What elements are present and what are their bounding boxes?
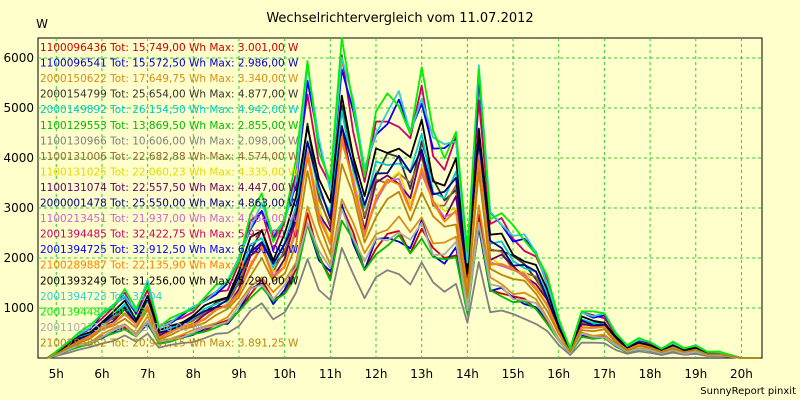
plot-area (37, 37, 763, 359)
x-tick-label: 20h (730, 367, 753, 381)
x-tick-label: 15h (502, 367, 525, 381)
legend-entry: 2000001478 Tot: 25.550,00 Wh Max: 4.863,… (40, 198, 299, 210)
x-axis: 5h 6h 7h 8h 9h 10h 11h 12h 13h 14h 15h 16h 17h 18h 19h… (49, 367, 753, 381)
y-tick-label: 2000 (3, 251, 34, 265)
x-tick-label: 13h (410, 367, 433, 381)
series-line (46, 94, 760, 359)
chart-title: Wechselrichtervergleich vom 11.07.2012 (266, 11, 533, 26)
x-tick-label: 14h (456, 367, 479, 381)
series-line (46, 246, 760, 359)
legend-entry: 1100130966 Tot: 10.606,00 Wh Max: 2.098,… (40, 135, 299, 147)
x-tick-label: 7h (140, 367, 155, 381)
legend-entry: 2001102358 Tot: 1 3.086,00 W (40, 322, 203, 334)
series-line (46, 163, 760, 359)
legend-entry: 2001394723 Tot: 33.04 (40, 291, 163, 303)
legend-entry: 2001394485 Tot: 32.422,75 Wh Max: 5.927,… (40, 229, 299, 241)
legend-entry: 2001393249 Tot: 31.256,00 Wh Max: 5.290,… (40, 275, 299, 287)
x-tick-label: 19h (684, 367, 707, 381)
x-tick-label: 8h (186, 367, 201, 381)
y-axis-unit: W (36, 17, 48, 31)
series-line (46, 37, 760, 359)
credit-text: SunnyReport pinxit (700, 386, 796, 397)
x-tick-label: 6h (94, 367, 109, 381)
legend-entry: 1100213451 Tot: 21.937,00 Wh Max: 4.264,… (40, 213, 299, 225)
x-tick-label: 9h (231, 367, 246, 381)
legend-entry: 2000154799 Tot: 25.654,00 Wh Max: 4.877,… (40, 89, 299, 101)
legend-entry: 1100131006 Tot: 22.682,88 Wh Max: 4.574,… (40, 151, 299, 163)
legend-entry: 1100129553 Tot: 13.869,50 Wh Max: 2.855,… (40, 120, 299, 132)
y-tick-label: 3000 (3, 201, 34, 215)
x-tick-label: 10h (273, 367, 296, 381)
legend-entry: 1100131074 Tot: 22.557,50 Wh Max: 4.447,… (40, 182, 299, 194)
y-tick-label: 6000 (3, 51, 34, 65)
y-tick-label: 4000 (3, 151, 34, 165)
x-tick-label: 11h (319, 367, 342, 381)
y-tick-label: 1000 (3, 301, 34, 315)
legend-entry: 1100096541 Tot: 15.572,50 Wh Max: 2.986,… (40, 58, 299, 70)
legend-entry: 2001394487 Tot: 33. (40, 306, 149, 318)
legend-entry: 1100131025 Tot: 22.060,23 Wh Max: 4.335,… (40, 166, 299, 178)
series-line (46, 135, 760, 359)
legend-entry: 2000149892 Tot: 26.154,50 Wh Max: 4.942,… (40, 104, 299, 116)
legend-entry: 2001394725 Tot: 32.912,50 Wh Max: 6.061,… (40, 244, 299, 256)
legend-entry: 2000150622 Tot: 17.649,75 Wh Max: 3.340,… (40, 73, 299, 85)
series-line (46, 56, 760, 359)
x-tick-label: 16h (547, 367, 570, 381)
x-tick-label: 5h (49, 367, 64, 381)
legend-entry: 2100289887 Tot: 22.135,90 Wh Max: 4.2 (40, 260, 255, 272)
legend: 1100096436 Tot: 15.749,00 Wh Max: 3.001,… (40, 42, 299, 349)
y-tick-label: 5000 (3, 101, 34, 115)
series-line (46, 208, 760, 359)
x-tick-label: 18h (639, 367, 662, 381)
series-group (46, 37, 760, 359)
x-tick-label: 17h (593, 367, 616, 381)
y-axis: 1000 2000 3000 4000 5000 6000 (3, 51, 34, 315)
x-tick-label: 12h (365, 367, 388, 381)
legend-entry: 1100096436 Tot: 15.749,00 Wh Max: 3.001,… (40, 42, 299, 54)
grid (38, 38, 762, 358)
legend-entry: 2100285862 Tot: 20.967,15 Wh Max: 3.891,… (40, 337, 299, 349)
